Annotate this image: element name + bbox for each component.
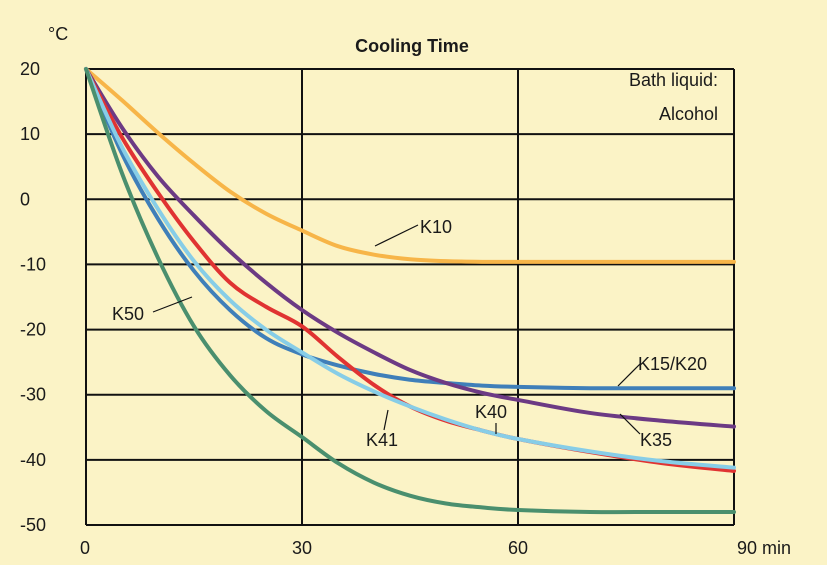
curve-label-k41: K41 [366,430,398,450]
y-tick-label: -30 [20,385,46,405]
curve-label-leader [617,363,641,387]
curve-label-k35: K35 [640,430,672,450]
series-line-k50 [84,67,736,515]
y-tick-label: 20 [20,59,40,79]
curve-label-k15-k20: K15/K20 [638,354,707,374]
curve-label-k40: K40 [475,402,507,422]
annotation-line-1: Bath liquid: [629,70,718,90]
chart-title: Cooling Time [355,36,469,56]
x-tick-label: 60 [508,538,528,558]
y-tick-label: 10 [20,124,40,144]
x-tick-label: 0 [80,538,90,558]
series-lines [84,67,736,515]
grid [85,68,735,526]
curve-label-leader [152,296,193,313]
y-tick-label: -10 [20,254,46,274]
curve-label-k50: K50 [112,304,144,324]
x-tick-label: 90 min [737,538,791,558]
annotation-line-2: Alcohol [659,104,718,124]
y-tick-label: -40 [20,450,46,470]
curve-label-k10: K10 [420,217,452,237]
series-line-k35 [84,67,736,429]
series-line-k41 [84,67,736,470]
x-tick-label: 30 [292,538,312,558]
y-tick-label: 0 [20,189,30,209]
y-tick-label: -20 [20,320,46,340]
y-axis-unit-label: °C [48,24,68,44]
curve-label-leader [374,224,419,247]
series-line-k10 [84,67,736,264]
curve-labels: K10 K15/K20 K35 K40 K41 K50 [112,217,707,450]
y-tick-label: -50 [20,515,46,535]
curve-label-leader [619,413,641,435]
axis-ticks: 20 10 0 -10 -20 -30 -40 -50 0 30 60 90 min [20,59,791,558]
curve-label-leader [383,409,389,431]
